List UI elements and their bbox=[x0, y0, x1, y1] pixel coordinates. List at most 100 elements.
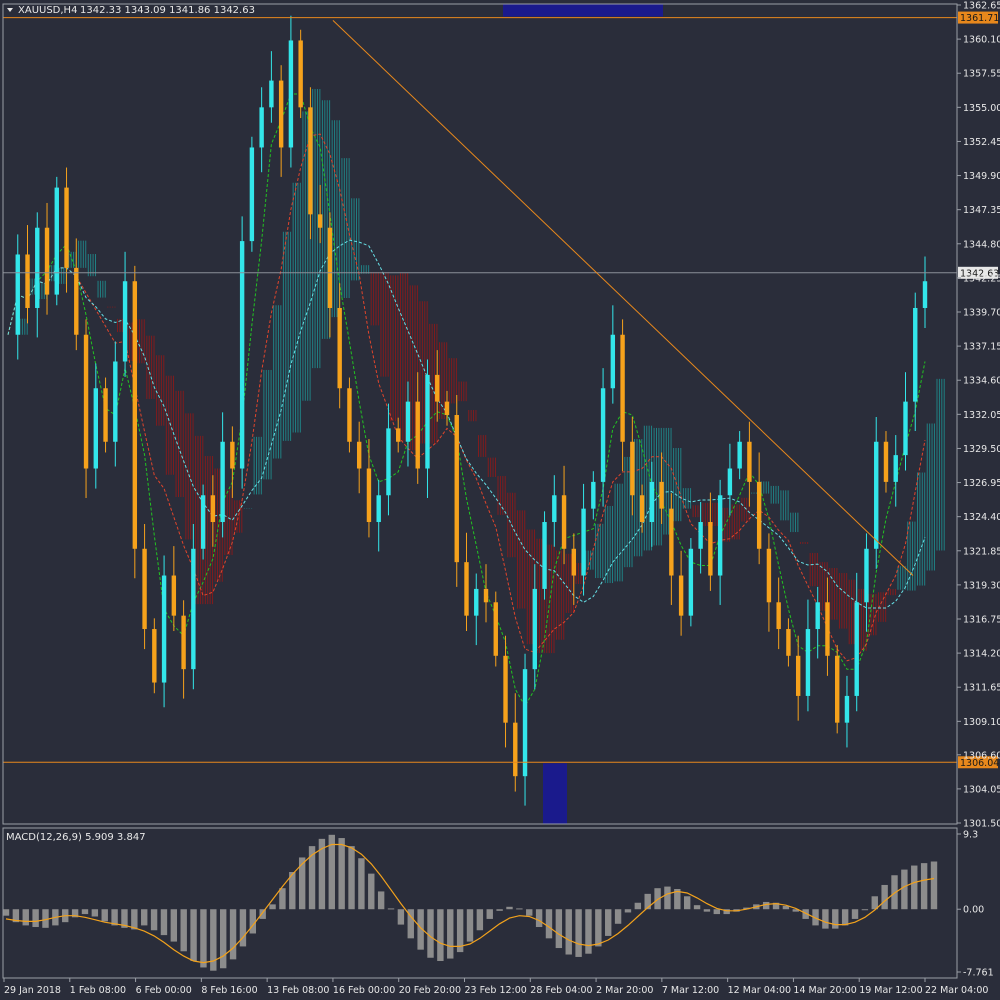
candle-body bbox=[239, 241, 245, 469]
macd-signal-line bbox=[5, 843, 935, 964]
macd-histogram-bar bbox=[150, 909, 158, 931]
macd-histogram-bar bbox=[526, 909, 533, 916]
candle-body bbox=[181, 615, 186, 670]
symbol-menu-triangle-icon[interactable] bbox=[7, 8, 13, 12]
time-tick-label: 28 Feb 04:00 bbox=[530, 985, 592, 996]
level-label-box bbox=[958, 756, 998, 769]
macd-histogram-bar bbox=[279, 888, 286, 910]
macd-histogram-bar bbox=[2, 909, 10, 916]
price-tick-label: 1349.90 bbox=[963, 171, 1000, 182]
macd-histogram-bar bbox=[901, 869, 908, 910]
macd-histogram-bar bbox=[802, 909, 809, 919]
macd-histogram-bar bbox=[812, 909, 819, 926]
time-tick-label: 14 Mar 20:00 bbox=[793, 985, 856, 996]
symbol-timeframe: XAUUSD,H4 bbox=[18, 5, 77, 16]
macd-histogram-bar bbox=[437, 909, 444, 961]
candle-body bbox=[191, 548, 196, 670]
macd-histogram-bar bbox=[239, 909, 247, 947]
candle-body bbox=[600, 388, 606, 482]
macd-histogram-bar bbox=[368, 873, 375, 910]
horizontal-levels[interactable]: 1361.71 1306.04 1342.63 bbox=[3, 11, 999, 769]
candle-body bbox=[630, 441, 635, 496]
mid-ma-line bbox=[7, 133, 926, 662]
macd-histogram-bar bbox=[308, 846, 316, 910]
macd-histogram-bar bbox=[545, 909, 553, 939]
time-axis: 29 Jan 2018 1 Feb 08:00 6 Feb 00:00 8 Feb 1… bbox=[3, 978, 988, 996]
macd-histogram-bar bbox=[516, 908, 523, 910]
macd-histogram-bar bbox=[851, 909, 859, 919]
macd-histogram-bar bbox=[200, 909, 207, 968]
macd-histogram-bar bbox=[170, 909, 178, 942]
macd-histogram-bar bbox=[861, 909, 869, 911]
candle-body bbox=[396, 428, 401, 442]
time-tick-label: 29 Jan 2018 bbox=[4, 985, 61, 996]
macd-histogram-bar bbox=[674, 889, 681, 910]
macd-histogram-bar bbox=[377, 891, 385, 910]
candle-body bbox=[649, 481, 655, 523]
candle-body bbox=[766, 548, 772, 603]
macd-histogram-bar bbox=[920, 863, 928, 910]
candle-body bbox=[288, 40, 294, 148]
level-label: 1306.04 bbox=[960, 758, 999, 769]
candle-body bbox=[571, 548, 577, 576]
candle-body bbox=[113, 361, 118, 442]
candle-body bbox=[74, 267, 79, 335]
candle-body bbox=[717, 495, 723, 576]
candle-body bbox=[561, 495, 567, 549]
time-tick-label: 13 Feb 08:00 bbox=[267, 985, 329, 996]
candle-body bbox=[844, 695, 850, 723]
candle-body bbox=[786, 629, 791, 656]
candle-body bbox=[347, 388, 352, 442]
macd-histogram-bar bbox=[930, 861, 938, 910]
candle-body bbox=[513, 722, 518, 777]
candle-body bbox=[35, 227, 40, 308]
price-tick-label: 1314.20 bbox=[963, 649, 1000, 660]
macd-histogram-bar bbox=[713, 909, 721, 915]
candle-body bbox=[581, 508, 586, 576]
candle-body bbox=[83, 334, 89, 469]
descending-trendline[interactable] bbox=[332, 20, 914, 576]
macd-histogram-bar bbox=[427, 909, 434, 958]
macd-histogram-bar bbox=[328, 834, 335, 910]
macd-histogram-bar bbox=[782, 905, 790, 910]
candle-body bbox=[278, 80, 284, 148]
candle-body bbox=[337, 307, 342, 389]
macd-axis: 9.3 0.00 -7.761 bbox=[957, 830, 994, 979]
macd-histogram-bar bbox=[634, 902, 642, 910]
time-tick-label: 22 Mar 04:00 bbox=[925, 985, 988, 996]
slow-ma-line bbox=[7, 239, 926, 609]
macd-histogram-bar bbox=[703, 909, 711, 912]
macd-histogram-bar bbox=[486, 909, 493, 919]
macd-histogram-bar bbox=[664, 886, 671, 910]
time-tick-label: 19 Mar 12:00 bbox=[859, 985, 922, 996]
candle-body bbox=[15, 254, 20, 335]
macd-title: MACD(12,26,9) 5.909 3.847 bbox=[6, 832, 146, 843]
macd-histogram-bar bbox=[605, 909, 612, 936]
candle-body bbox=[620, 334, 625, 442]
macd-panel bbox=[2, 834, 938, 971]
current-price-label: 1342.63 bbox=[960, 268, 999, 279]
candle-body bbox=[415, 401, 420, 469]
macd-histogram-bar bbox=[101, 909, 108, 922]
macd-histogram-bar bbox=[121, 909, 128, 928]
macd-histogram-bar bbox=[624, 909, 632, 913]
candle-body bbox=[922, 281, 928, 308]
macd-histogram-bar bbox=[210, 909, 217, 971]
price-tick-label: 1301.50 bbox=[963, 819, 1000, 830]
trendlines[interactable] bbox=[332, 20, 914, 576]
candle-body bbox=[795, 655, 801, 696]
macd-histogram-bar bbox=[881, 884, 888, 910]
candle-body bbox=[425, 374, 430, 469]
candle-body bbox=[815, 602, 820, 630]
candle-body bbox=[483, 588, 489, 603]
candle-body bbox=[874, 441, 879, 549]
candle-body bbox=[552, 495, 557, 523]
macd-histogram-bar bbox=[289, 872, 296, 910]
macd-histogram-bar bbox=[595, 909, 602, 947]
macd-histogram-bar bbox=[456, 909, 464, 953]
macd-histogram-bar bbox=[871, 896, 878, 910]
macd-histogram-bar bbox=[259, 909, 266, 919]
macd-histogram-bar bbox=[832, 909, 839, 929]
level-label-box bbox=[958, 11, 998, 24]
